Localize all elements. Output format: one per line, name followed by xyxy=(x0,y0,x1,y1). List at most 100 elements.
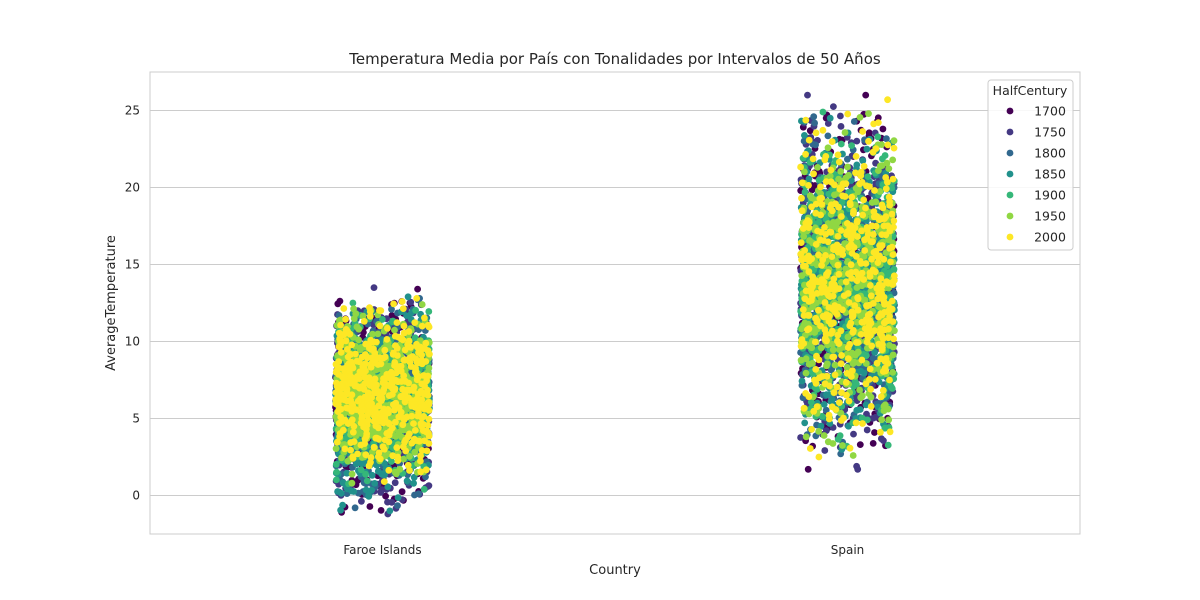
data-point xyxy=(358,497,365,505)
data-point xyxy=(333,476,340,484)
data-point xyxy=(377,507,385,514)
data-point xyxy=(863,145,871,153)
data-point xyxy=(874,133,882,141)
y-tick-label: 5 xyxy=(132,412,140,426)
data-point xyxy=(824,120,832,127)
data-point xyxy=(363,477,371,485)
data-point xyxy=(885,269,893,277)
data-point xyxy=(394,494,402,501)
data-point xyxy=(351,504,359,512)
data-point xyxy=(879,155,886,163)
data-point xyxy=(368,486,376,494)
data-point xyxy=(827,398,835,405)
data-point xyxy=(837,140,845,148)
data-point xyxy=(822,406,830,414)
data-point xyxy=(879,125,887,133)
data-point xyxy=(824,132,832,140)
data-point xyxy=(888,385,896,392)
data-point xyxy=(368,471,376,479)
data-point xyxy=(379,316,386,323)
data-point xyxy=(394,502,401,509)
data-point xyxy=(350,488,358,495)
data-point xyxy=(807,398,815,406)
axes-frame xyxy=(149,71,1081,535)
data-point xyxy=(883,135,890,143)
data-point xyxy=(801,132,808,139)
data-point xyxy=(857,367,865,375)
data-point xyxy=(366,503,374,510)
data-point xyxy=(425,308,433,315)
data-point xyxy=(871,348,879,356)
data-point xyxy=(856,406,864,413)
data-point xyxy=(850,430,857,438)
data-point xyxy=(888,184,896,192)
data-point xyxy=(411,334,419,342)
data-point xyxy=(371,480,379,487)
data-point xyxy=(339,501,346,509)
data-point xyxy=(391,479,399,487)
data-point xyxy=(844,155,851,163)
data-point xyxy=(386,507,394,515)
data-point xyxy=(365,491,372,499)
data-point xyxy=(349,299,357,307)
data-point xyxy=(826,114,834,122)
y-tick-label: 10 xyxy=(125,335,140,349)
data-point xyxy=(410,473,418,481)
data-point xyxy=(358,460,366,467)
data-point xyxy=(878,435,885,443)
data-points xyxy=(332,91,898,518)
data-point xyxy=(850,118,858,125)
data-point xyxy=(869,415,877,422)
data-point xyxy=(806,127,814,135)
data-point xyxy=(407,298,415,306)
data-point xyxy=(343,469,351,477)
y-tick-label: 15 xyxy=(125,258,140,272)
data-point xyxy=(800,137,808,145)
data-point xyxy=(838,198,846,206)
data-point xyxy=(837,112,844,120)
data-point xyxy=(801,188,809,196)
data-point xyxy=(801,419,809,427)
y-tick-label: 20 xyxy=(125,181,140,195)
data-point xyxy=(817,422,825,430)
data-point xyxy=(798,377,806,385)
data-point xyxy=(370,284,378,291)
data-point xyxy=(353,460,360,468)
data-point xyxy=(881,424,889,432)
data-point xyxy=(862,401,870,409)
data-point xyxy=(348,479,356,487)
data-point xyxy=(837,123,845,130)
data-point xyxy=(362,470,369,478)
data-point xyxy=(420,485,428,493)
data-point xyxy=(388,498,396,506)
data-point xyxy=(863,426,871,434)
data-point xyxy=(853,380,860,388)
data-point xyxy=(823,391,830,398)
y-tick-label: 0 xyxy=(132,489,140,503)
data-point xyxy=(406,453,413,460)
data-point xyxy=(869,440,877,447)
data-point xyxy=(836,432,844,440)
data-point xyxy=(847,177,855,185)
data-point xyxy=(414,285,421,293)
data-point xyxy=(339,479,347,487)
data-point xyxy=(819,108,827,116)
data-point xyxy=(811,119,818,127)
data-point xyxy=(337,506,344,514)
data-point xyxy=(859,157,867,165)
data-point xyxy=(864,173,872,181)
data-point xyxy=(890,265,898,273)
data-point xyxy=(374,467,382,475)
data-point xyxy=(415,490,422,498)
data-point xyxy=(871,429,878,436)
data-point xyxy=(357,466,365,474)
data-point xyxy=(848,142,855,150)
data-point xyxy=(398,488,406,496)
data-point xyxy=(804,91,811,99)
data-point xyxy=(818,412,826,420)
data-point xyxy=(884,441,892,449)
data-point xyxy=(830,103,837,110)
data-point xyxy=(334,300,342,308)
data-point xyxy=(337,489,345,497)
